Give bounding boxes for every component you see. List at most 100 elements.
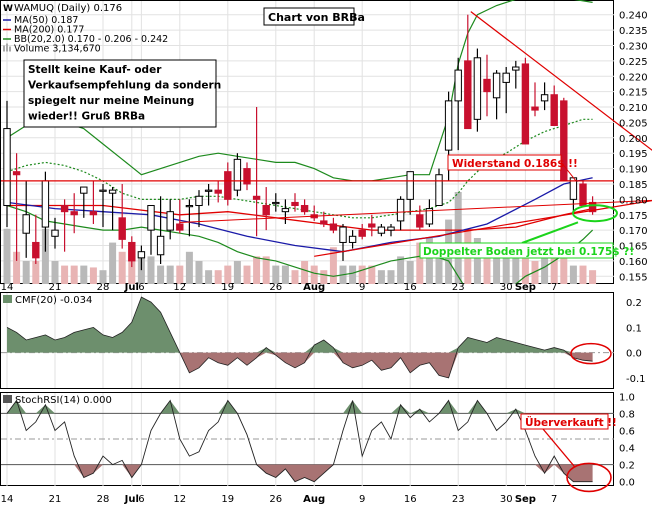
- candle-body: [320, 220, 328, 225]
- volume-bar: [32, 261, 40, 284]
- ueberverkauft-pointer: [542, 428, 576, 468]
- volume-bar: [176, 265, 184, 284]
- stochrsi-tick-label: 0.4: [619, 444, 635, 455]
- candle-body: [416, 214, 424, 228]
- svg-text:StochRSI(14) 0.000: StochRSI(14) 0.000: [15, 395, 112, 406]
- double-bottom-pointer: [521, 221, 579, 244]
- volume-bar: [493, 247, 501, 284]
- volume-bar: [358, 265, 366, 284]
- candle-body: [444, 100, 453, 151]
- volume-bar: [589, 270, 597, 284]
- volume-bar: [272, 265, 280, 284]
- date-tick-label: 7: [551, 494, 557, 505]
- volume-bar: [281, 265, 289, 284]
- double-bottom-ellipse: [572, 204, 618, 223]
- candle-body: [377, 226, 386, 234]
- price-tick-label: 0.175: [619, 211, 648, 222]
- volume-bar: [425, 238, 433, 284]
- price-tick-label: 0.180: [619, 195, 648, 206]
- note-line: Stellt keine Kauf- oder: [28, 64, 162, 76]
- volume-bar: [387, 270, 395, 284]
- candle-body: [147, 205, 155, 231]
- price-tick-label: 0.220: [619, 72, 648, 83]
- volume-bar: [377, 270, 385, 284]
- legend-label: MA(200) 0.177: [14, 25, 84, 36]
- price-tick-label: 0.190: [619, 165, 648, 176]
- candle-body: [588, 201, 597, 213]
- price-tick-label: 0.185: [619, 180, 648, 191]
- candle-body: [252, 195, 261, 200]
- candle-body: [51, 229, 59, 237]
- volume-bar: [224, 265, 232, 284]
- candle-body: [128, 241, 136, 262]
- candle-body: [368, 223, 376, 228]
- stochrsi-tick-label: 1.0: [619, 392, 635, 403]
- note-line: spiegelt nur meine Meinung: [28, 95, 194, 107]
- candle-body: [60, 205, 69, 213]
- volume-bar: [502, 256, 510, 284]
- volume-bar: [13, 251, 21, 284]
- cmf-tick-label: -0.1: [626, 374, 646, 385]
- candle-body: [80, 186, 88, 194]
- candle-body: [195, 195, 203, 207]
- candle-body: [483, 78, 491, 93]
- volume-bar: [89, 267, 97, 284]
- candle-body: [224, 171, 232, 200]
- volume-bar: [22, 261, 30, 284]
- volume-legend-icon: [3, 45, 5, 52]
- volume-bar: [166, 265, 174, 284]
- price-tick-label: 0.195: [619, 149, 648, 160]
- candle-body: [339, 226, 347, 243]
- candle-body: [300, 205, 309, 213]
- stochrsi-tick-label: 0.2: [619, 461, 635, 472]
- price-tick-label: 0.225: [619, 57, 648, 68]
- volume-bar: [61, 265, 69, 284]
- volume-bar: [329, 247, 337, 284]
- stochrsi-tick-label: 0.8: [619, 409, 635, 420]
- candle-body: [22, 214, 30, 234]
- candle-body: [396, 198, 405, 222]
- cmf-tick-label: 0.1: [626, 323, 642, 334]
- date-tick-label: 23: [452, 282, 465, 293]
- date-tick-label: 26: [269, 282, 282, 293]
- volume-bar: [137, 256, 145, 284]
- stochrsi-overbought-area: [7, 400, 593, 414]
- ueberverkauft-label: Überverkauft !!: [525, 415, 617, 429]
- candle-body: [32, 241, 40, 259]
- wamu-logo-icon: W: [3, 4, 13, 14]
- candle-body: [99, 189, 107, 192]
- stochrsi-tick-label: 0.6: [619, 426, 635, 437]
- volume-bar: [195, 261, 203, 284]
- candle-body: [454, 69, 462, 102]
- volume-bar: [157, 265, 165, 284]
- volume-bar: [233, 261, 241, 284]
- date-tick-label: 16: [404, 282, 417, 293]
- downtrend-line: [470, 11, 652, 151]
- volume-bar: [70, 265, 78, 284]
- candle-body: [176, 223, 184, 231]
- candle-body: [281, 208, 290, 213]
- candle-body: [166, 211, 174, 231]
- support-line: [179, 199, 652, 223]
- volume-bar: [541, 256, 549, 284]
- date-tick-label: 14: [1, 282, 14, 293]
- bollinger-upper-line: [6, 0, 593, 182]
- ueberverkauft-box: [520, 413, 609, 430]
- candle-body: [387, 226, 395, 231]
- candle-body: [272, 201, 280, 205]
- volume-legend-icon: [9, 46, 11, 52]
- volume-bar: [512, 256, 520, 284]
- candle-body: [502, 72, 510, 83]
- price-tick-label: 0.230: [619, 41, 648, 52]
- ma50-line: [6, 177, 593, 253]
- candle-body: [550, 94, 558, 126]
- volume-bar: [185, 251, 193, 284]
- candle-body: [243, 168, 251, 185]
- ticker-title: WAMUQ (Daily) 0.176: [14, 3, 122, 14]
- date-tick-label: Sep: [515, 282, 536, 293]
- note-line: wieder!! Gruß BRBa: [28, 111, 145, 123]
- candle-body: [358, 229, 366, 237]
- date-tick-label: 21: [49, 282, 62, 293]
